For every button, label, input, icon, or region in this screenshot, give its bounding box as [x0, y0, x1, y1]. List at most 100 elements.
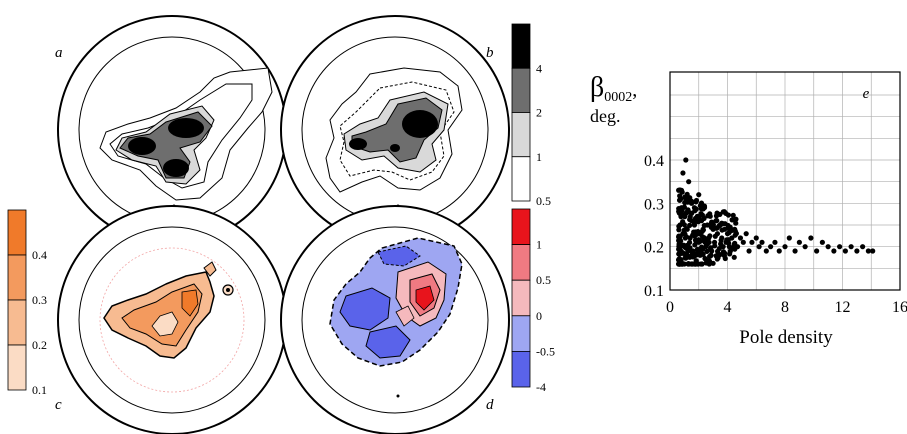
panel-c-hole — [151, 311, 179, 337]
data-point — [718, 241, 724, 247]
redblue-scale-swatch — [511, 208, 531, 245]
data-point — [865, 248, 871, 254]
data-point — [796, 239, 802, 245]
data-point — [721, 253, 727, 259]
data-point — [682, 235, 688, 241]
panel-c-islet — [203, 261, 217, 277]
data-point — [772, 239, 778, 245]
redblue-scale-swatch — [511, 279, 531, 317]
panel-e-letter: e — [863, 86, 870, 102]
y-tick-label: 0.3 — [644, 196, 664, 213]
panel-d-negative-2 — [365, 325, 411, 359]
panel-d-negative-3 — [377, 245, 421, 267]
data-point — [689, 252, 695, 258]
data-point — [693, 206, 699, 212]
data-point — [696, 215, 702, 221]
data-point — [684, 191, 690, 197]
gray-scale-tick-label: 1 — [536, 150, 542, 164]
data-point — [712, 233, 718, 239]
data-point — [730, 212, 736, 218]
x-tick-label: 4 — [724, 299, 732, 316]
data-point — [678, 196, 684, 202]
orange-scale-swatch — [7, 209, 27, 256]
gray-scale-bar: 4 2 1 0.5 — [511, 23, 551, 208]
data-point — [680, 170, 686, 176]
redblue-scale-tick-label: -4 — [536, 380, 546, 394]
data-point — [688, 261, 695, 267]
data-point — [733, 220, 739, 226]
panel-b-peak-1 — [402, 110, 438, 138]
gray-scale-swatch — [511, 112, 531, 158]
data-point — [682, 255, 688, 261]
x-tick-label: 16 — [892, 299, 907, 316]
panel-d-positive-small — [395, 305, 415, 327]
gray-scale-tick-label: 2 — [536, 106, 542, 120]
data-point — [776, 248, 782, 254]
data-point — [837, 244, 843, 250]
data-point — [792, 248, 798, 254]
data-point — [693, 197, 700, 204]
data-point — [786, 235, 792, 241]
data-point — [678, 249, 684, 255]
data-point — [710, 260, 716, 266]
data-point — [860, 244, 866, 250]
data-point — [842, 248, 848, 254]
panel-e-chart: 0 4 8 12 16 0.1 0.2 0.3 0.4 β0002, deg. Pole den… — [580, 71, 907, 348]
data-point — [819, 239, 825, 245]
data-point — [720, 209, 726, 215]
orange-scale-tick-label: 0.1 — [32, 383, 47, 397]
orange-scale-tick-label: 0.2 — [32, 338, 47, 352]
data-point — [681, 227, 687, 233]
data-point — [701, 222, 707, 229]
panel-d-letter: d — [486, 397, 494, 413]
gray-scale-tick-label: 0.5 — [536, 194, 551, 208]
panel-d: d — [280, 205, 510, 434]
data-point — [713, 213, 720, 219]
panel-d-positive-peak — [415, 285, 435, 311]
data-point — [724, 237, 730, 243]
data-point — [685, 248, 691, 254]
data-point — [689, 210, 695, 216]
orange-scale-swatch — [7, 299, 27, 346]
data-point — [691, 218, 697, 224]
data-point — [714, 218, 720, 224]
orange-scale-tick-label: 0.4 — [32, 248, 47, 262]
data-point — [759, 239, 765, 245]
data-point — [696, 192, 702, 198]
data-point — [732, 228, 738, 234]
data-point — [808, 235, 814, 241]
data-point — [681, 222, 687, 228]
panel-a: RD a — [55, 15, 287, 245]
data-point — [719, 220, 725, 226]
chart-ylabel-mask — [580, 96, 666, 124]
data-point — [753, 235, 759, 241]
data-point — [681, 261, 687, 267]
data-point — [725, 212, 732, 218]
data-point — [737, 235, 744, 241]
panel-a-letter: a — [55, 45, 63, 61]
orange-scale-tick-label: 0.3 — [32, 293, 47, 307]
redblue-scale-tick-label: 0.5 — [536, 273, 551, 287]
panel-b-letter: b — [486, 45, 494, 61]
gray-scale-swatch — [511, 156, 531, 202]
chart-xlabel: Pole density — [739, 327, 833, 348]
data-point — [682, 231, 688, 237]
orange-scale-swatch — [7, 254, 27, 301]
y-tick-label: 0.2 — [644, 240, 664, 257]
data-point — [692, 242, 698, 248]
panel-d-dot — [396, 394, 400, 398]
chart-frame — [669, 71, 901, 291]
y-tick-label: 0.4 — [644, 153, 664, 170]
data-point — [731, 254, 737, 260]
data-point — [683, 157, 689, 163]
data-point — [685, 198, 691, 204]
panel-a-peak-1 — [168, 118, 204, 138]
data-point — [743, 231, 749, 237]
chart-ticks: 0 4 8 12 16 0.1 0.2 0.3 0.4 — [644, 153, 907, 316]
data-point — [704, 248, 710, 255]
data-point — [703, 257, 709, 263]
gray-scale-swatch — [511, 67, 531, 113]
data-point — [763, 248, 769, 254]
data-point — [705, 213, 711, 219]
data-point — [699, 212, 706, 218]
